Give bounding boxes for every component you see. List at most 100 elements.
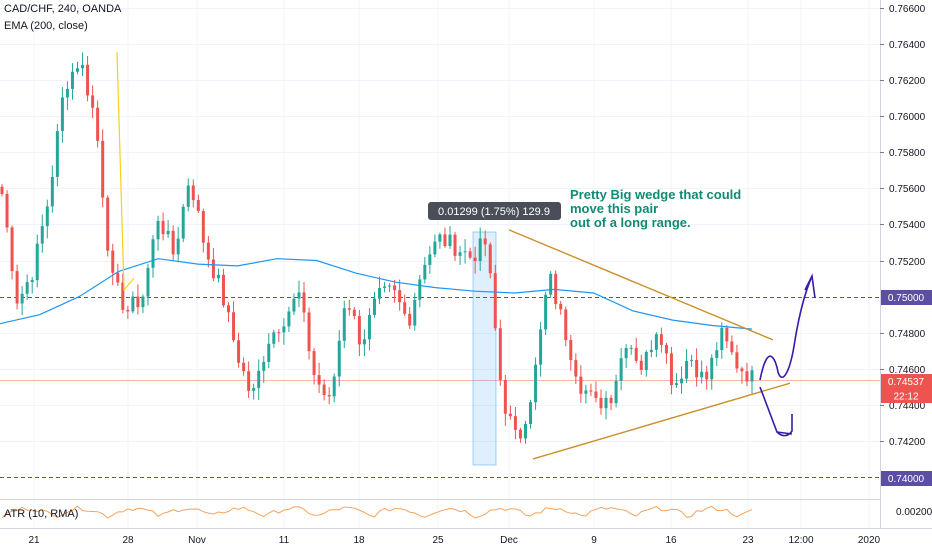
candle-body [282, 326, 286, 333]
candle-body [5, 193, 9, 228]
candle-body [498, 328, 502, 380]
candle-body [242, 362, 246, 372]
candle-body [589, 390, 593, 392]
bearish-projection-path[interactable] [759, 386, 793, 437]
down-arrow-drawing[interactable] [116, 51, 135, 292]
ema-line [0, 258, 753, 330]
candle-body [700, 371, 704, 378]
candle-body [690, 359, 694, 361]
candle-body [367, 314, 371, 340]
candle-body [680, 378, 684, 384]
candle-body [227, 305, 231, 313]
price-tick-label: 0.74800 [889, 329, 926, 340]
ema-legend[interactable]: EMA (200, close) [4, 20, 88, 32]
candle-body [393, 285, 397, 291]
candle-body [101, 140, 105, 198]
candle-body [35, 243, 39, 281]
candle-body [503, 379, 507, 414]
candle-body [398, 290, 402, 303]
candle-body [488, 244, 492, 274]
candle-body [201, 211, 205, 243]
time-tick-label: Dec [500, 535, 518, 546]
candle-body [604, 397, 608, 409]
time-tick-label: 2020 [858, 535, 881, 546]
price-axis[interactable]: 0.76600 0.76400 0.76200 0.76000 0.75800 0.756… [880, 4, 926, 448]
candle-body [45, 206, 49, 227]
measure-box[interactable] [472, 231, 497, 466]
candle-body [740, 368, 744, 372]
candle-body [508, 413, 512, 417]
candle-body [297, 292, 301, 299]
candle-body [362, 339, 366, 345]
annotation[interactable]: Pretty Big wedge that could move this pa… [570, 187, 741, 230]
price-tick-label: 0.76000 [889, 112, 926, 123]
candle-body [86, 64, 90, 96]
annotation-line-2: move this pair [570, 201, 658, 216]
badge-level-750: 0.75000 [881, 290, 932, 305]
candle-body [619, 358, 623, 381]
candle-body [151, 239, 155, 268]
candle-body [292, 298, 296, 312]
candle-body [116, 272, 120, 283]
candle-body [136, 296, 140, 308]
candle-body [443, 234, 447, 247]
time-tick-label: 21 [28, 535, 40, 546]
candle-body [388, 285, 392, 287]
candle-body [629, 347, 633, 349]
badge-level-750-text: 0.75000 [888, 293, 925, 304]
candle-body [15, 271, 19, 304]
price-tick-label: 0.75600 [889, 184, 926, 195]
candle-body [171, 230, 175, 255]
candle-body [10, 227, 14, 272]
candle-body [81, 64, 85, 69]
candle-body [705, 371, 709, 380]
candle-body [478, 238, 482, 262]
candle-body [523, 424, 527, 439]
candle-body [186, 185, 190, 207]
candle-body [463, 251, 467, 253]
candle-body [166, 230, 170, 235]
candle-body [302, 292, 306, 313]
time-tick-label: 12:00 [788, 535, 813, 546]
candle-body [156, 220, 160, 240]
symbol-legend[interactable]: CAD/CHF, 240, OANDA [4, 3, 122, 15]
candle-body [322, 384, 326, 396]
bullish-projection-path[interactable] [759, 273, 816, 381]
candle-body [206, 242, 210, 260]
candle-body [40, 226, 44, 244]
candle-body [50, 176, 54, 207]
candle-body [549, 273, 553, 295]
candle-body [317, 375, 321, 385]
candle-body [518, 429, 522, 439]
candle-body [544, 294, 548, 330]
candle-body [126, 309, 130, 312]
candle-body [569, 340, 573, 361]
candle-body [639, 360, 643, 370]
candle-body [106, 197, 110, 251]
time-tick-label: 16 [665, 535, 677, 546]
candle-body [624, 348, 628, 359]
time-axis[interactable]: 21 28 Nov 11 18 25 Dec 9 16 23 12:00 2020 [28, 535, 880, 546]
candle-body [65, 88, 69, 98]
badge-last-price: 0.74537 22:12 [881, 374, 932, 403]
wedge-upper-line[interactable] [508, 229, 774, 341]
badge-atr-value: 0.00200 [896, 507, 932, 518]
price-tick-label: 0.74400 [889, 401, 926, 412]
candle-body [659, 334, 663, 345]
price-tick-label: 0.76200 [889, 76, 926, 87]
wedge-lower-line[interactable] [532, 382, 791, 460]
atr-value-text: 0.00200 [896, 507, 932, 518]
time-tick-label: 9 [591, 535, 597, 546]
candle-body [745, 371, 749, 382]
candle-body [664, 344, 668, 354]
candle-body [60, 97, 64, 132]
atr-legend[interactable]: ATR (10, RMA) [4, 508, 79, 520]
candle-body [146, 267, 150, 297]
candle-body [715, 350, 719, 358]
candle-body [539, 329, 543, 365]
candle-body [529, 402, 533, 425]
candle-body [654, 334, 658, 350]
candle-body [191, 185, 195, 201]
candle-body [216, 274, 220, 279]
